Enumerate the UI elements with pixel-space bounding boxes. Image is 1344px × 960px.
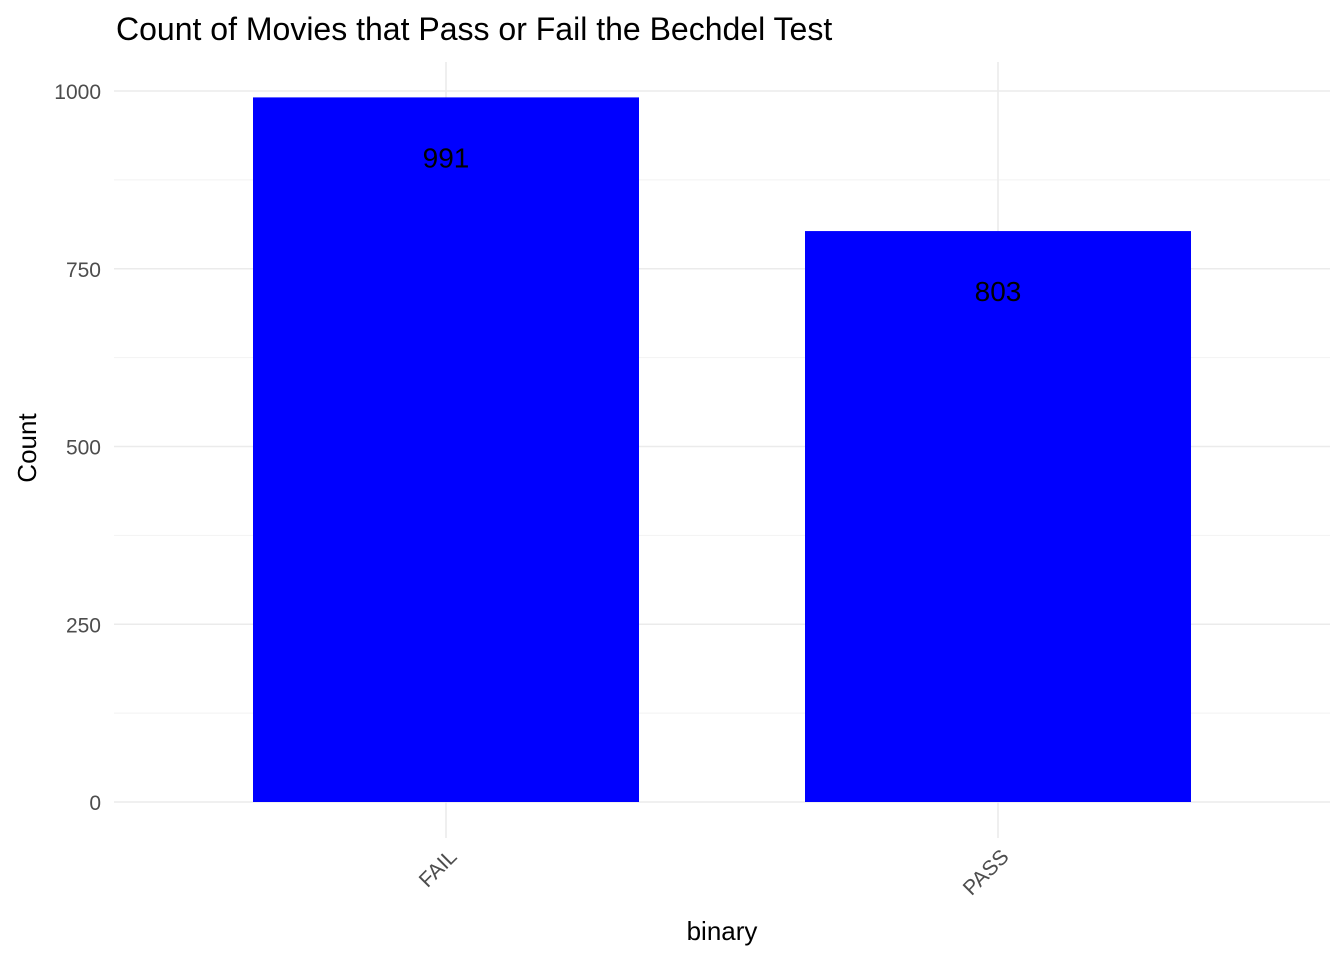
bar-fail (253, 97, 639, 803)
x-axis-ticks: FAIL PASS (415, 845, 1014, 900)
y-axis-ticks: 0 250 500 750 1000 (54, 81, 101, 815)
chart-title: Count of Movies that Pass or Fail the Be… (116, 11, 832, 47)
data-label-pass: 803 (975, 276, 1022, 307)
data-labels: 991 803 (423, 142, 1022, 307)
data-label-fail: 991 (423, 142, 470, 173)
y-axis-title: Count (12, 413, 42, 483)
x-tick-label: FAIL (415, 845, 462, 892)
bars (253, 97, 1191, 803)
y-tick-label: 1000 (54, 81, 101, 104)
bar-pass (805, 231, 1191, 802)
x-axis-title: binary (687, 916, 758, 946)
y-tick-label: 0 (89, 792, 101, 815)
y-tick-label: 750 (66, 259, 101, 282)
y-tick-label: 500 (66, 437, 101, 460)
y-tick-label: 250 (66, 614, 101, 637)
x-tick-label: PASS (959, 845, 1014, 900)
